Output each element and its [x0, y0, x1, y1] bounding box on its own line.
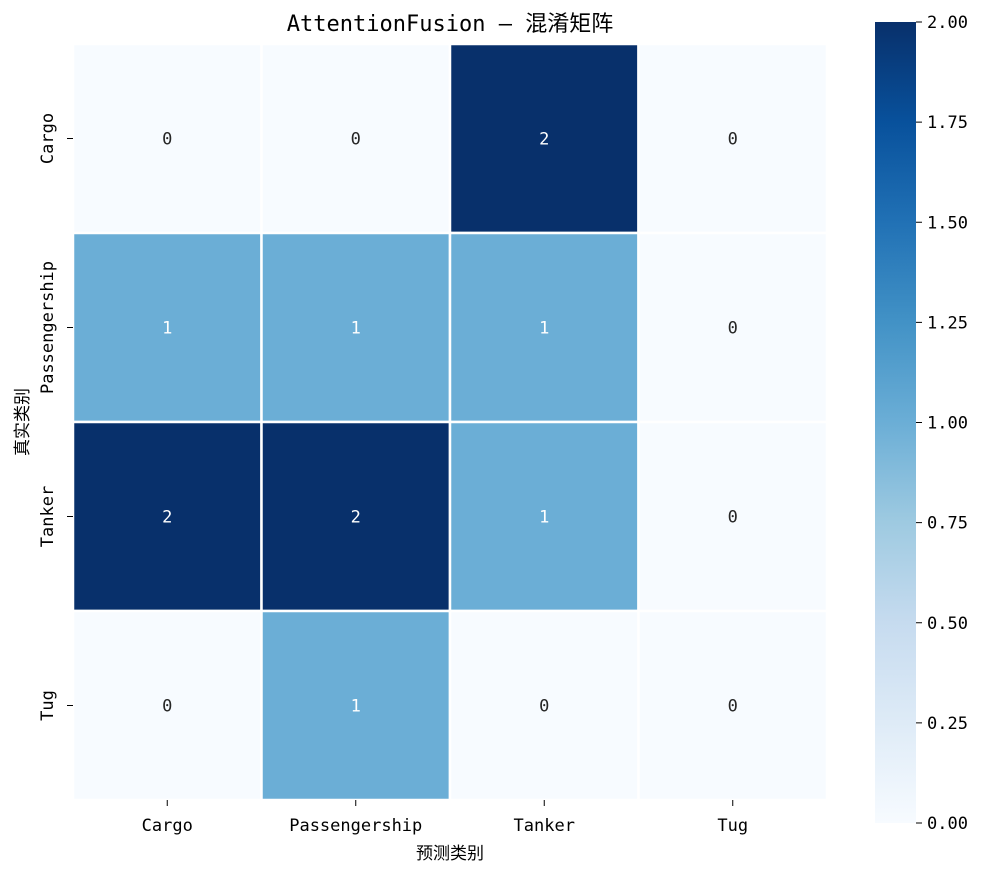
cell-value-label: 0: [539, 697, 549, 717]
colorbar-tick-label: 1.50: [927, 213, 968, 233]
colorbar-tick-label: 0.50: [927, 614, 968, 634]
colorbar-tick-label: 1.75: [927, 113, 968, 133]
heatmap-cell: [71, 609, 263, 802]
colorbar-tick-label: 0.75: [927, 514, 968, 534]
heatmap-cell: [260, 42, 452, 235]
y-axis-label: 真实类别: [13, 388, 33, 456]
heatmap-cell: [637, 420, 829, 613]
y-tick-label: Tanker: [38, 486, 58, 547]
colorbar-ticks: 0.00 0.25 0.50 0.75 1.00 1.25 1.50 1.75 2.00: [916, 13, 968, 834]
heatmap-cell: [71, 42, 263, 235]
heatmap-cell: [637, 609, 829, 802]
y-axis: Cargo Passengership Tanker Tug: [38, 113, 73, 721]
cell-value-label: 0: [351, 130, 361, 150]
heatmap-cell: [260, 231, 452, 424]
y-tick-label: Passengership: [38, 261, 58, 394]
cell-value-label: 0: [728, 697, 738, 717]
heatmap-cell: [71, 231, 263, 424]
heatmap-cells: [71, 42, 829, 802]
cell-value-label: 1: [351, 319, 361, 339]
cell-value-label: 0: [162, 130, 172, 150]
cell-value-label: 1: [162, 319, 172, 339]
heatmap-cell: [448, 42, 640, 235]
heatmap-cell: [260, 420, 452, 613]
x-axis-label: 预测类别: [416, 844, 484, 864]
colorbar-tick-label: 0.00: [927, 814, 968, 834]
chart-title: AttentionFusion — 混淆矩阵: [287, 12, 613, 37]
cell-value-label: 2: [539, 130, 549, 150]
colorbar-tick-label: 2.00: [927, 13, 968, 33]
cell-value-label: 1: [539, 508, 549, 528]
x-tick-label: Tug: [717, 816, 748, 836]
heatmap-cell: [637, 42, 829, 235]
cell-value-label: 0: [162, 697, 172, 717]
cell-value-label: 0: [728, 130, 738, 150]
x-tick-label: Passengership: [289, 816, 422, 836]
heatmap-cell: [637, 231, 829, 424]
colorbar-tick-label: 0.25: [927, 714, 968, 734]
x-tick-label: Cargo: [142, 816, 193, 836]
colorbar-tick-label: 1.25: [927, 313, 968, 333]
cell-annotations: 0 0 2 0 1 1 1 0 2 2 1 0 0 1 0 0: [162, 130, 738, 717]
x-tick-label: Tanker: [514, 816, 575, 836]
colorbar-tick-label: 1.00: [927, 414, 968, 434]
y-tick-label: Tug: [38, 690, 58, 721]
cell-value-label: 1: [539, 319, 549, 339]
colorbar: [875, 22, 916, 823]
cell-value-label: 1: [351, 697, 361, 717]
heatmap-cell: [260, 609, 452, 802]
cell-value-label: 2: [351, 508, 361, 528]
cell-value-label: 0: [728, 508, 738, 528]
cell-value-label: 2: [162, 508, 172, 528]
cell-value-label: 0: [728, 319, 738, 339]
y-tick-label: Cargo: [38, 113, 58, 164]
x-axis: Cargo Passengership Tanker Tug: [142, 800, 748, 836]
